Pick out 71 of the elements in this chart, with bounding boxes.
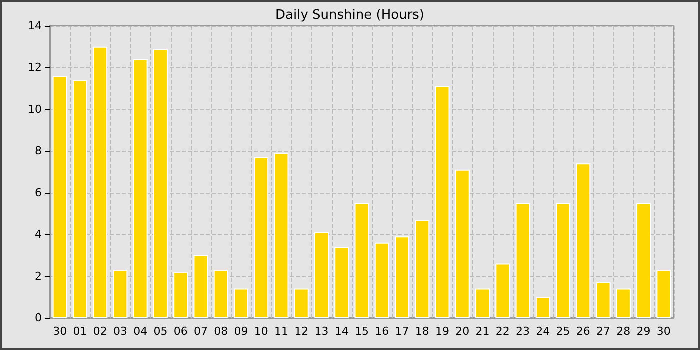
bar xyxy=(334,247,350,318)
x-tick-label: 16 xyxy=(375,325,390,338)
bar xyxy=(596,282,611,318)
x-tick-label: 21 xyxy=(476,325,490,338)
y-tick-label: 0 xyxy=(35,312,42,324)
bar xyxy=(516,203,530,318)
bar xyxy=(415,220,430,318)
x-tick-label: 26 xyxy=(576,325,590,338)
x-tick-label: 03 xyxy=(113,325,128,338)
x-tick-label: 08 xyxy=(214,325,228,338)
y-tick-label: 8 xyxy=(35,144,42,158)
y-tick-label: 10 xyxy=(28,102,42,116)
bar xyxy=(354,203,370,318)
x-tick-label: 11 xyxy=(274,325,288,338)
bar xyxy=(455,170,470,318)
chart-title: Daily Sunshine (Hours) xyxy=(276,8,424,23)
x-tick-label: 23 xyxy=(516,325,530,338)
x-tick-label: 25 xyxy=(556,325,570,338)
x-tick-label: 30 xyxy=(656,325,671,338)
x-tick-label: 07 xyxy=(194,325,208,338)
x-tick-label: 01 xyxy=(73,325,88,338)
bar xyxy=(294,288,309,318)
x-tick-label: 27 xyxy=(596,325,611,338)
y-tick-label: 6 xyxy=(35,186,42,200)
bar xyxy=(435,86,450,318)
y-tick-label: 4 xyxy=(35,228,42,242)
x-tick-label: 24 xyxy=(536,325,550,338)
bar xyxy=(113,270,128,318)
bar xyxy=(656,270,672,318)
x-tick-label: 09 xyxy=(234,325,248,338)
x-tick-label: 12 xyxy=(294,325,309,338)
bar xyxy=(556,203,571,318)
x-tick-label: 04 xyxy=(134,325,148,338)
bar xyxy=(52,76,68,318)
y-tick-label: 2 xyxy=(35,270,42,283)
bar xyxy=(616,288,631,318)
x-tick-label: 06 xyxy=(174,325,188,338)
y-tick-label: 14 xyxy=(28,20,42,32)
bar xyxy=(72,80,88,318)
x-tick-label: 18 xyxy=(415,325,430,338)
x-tick-label: 14 xyxy=(334,325,349,338)
bar xyxy=(395,236,410,318)
bar xyxy=(214,270,228,318)
bar xyxy=(314,232,329,318)
bar xyxy=(174,272,188,318)
x-tick-label: 02 xyxy=(93,325,108,338)
bar xyxy=(254,157,269,318)
x-tick-label: 05 xyxy=(154,325,168,338)
x-tick-label: 29 xyxy=(636,325,651,338)
x-tick-label: 13 xyxy=(314,325,329,338)
bar xyxy=(536,297,550,318)
bar xyxy=(476,288,490,318)
x-tick-label: 22 xyxy=(496,325,510,338)
bar xyxy=(153,48,168,318)
bar xyxy=(636,203,652,318)
x-tick-label: 20 xyxy=(456,325,470,338)
bar xyxy=(274,153,289,318)
x-tick-label: 28 xyxy=(616,325,631,338)
x-tick-label: 17 xyxy=(395,325,410,338)
x-tick-label: 10 xyxy=(254,325,268,338)
bar xyxy=(496,264,510,318)
x-tick-label: 19 xyxy=(436,325,450,338)
bar xyxy=(194,255,208,318)
bar xyxy=(93,46,108,318)
y-tick-label: 12 xyxy=(28,61,42,74)
bar xyxy=(133,59,148,318)
x-tick-label: 30 xyxy=(53,325,68,338)
bar xyxy=(234,288,248,318)
bar xyxy=(576,164,591,318)
x-tick-label: 15 xyxy=(355,325,369,338)
bar xyxy=(374,242,390,318)
